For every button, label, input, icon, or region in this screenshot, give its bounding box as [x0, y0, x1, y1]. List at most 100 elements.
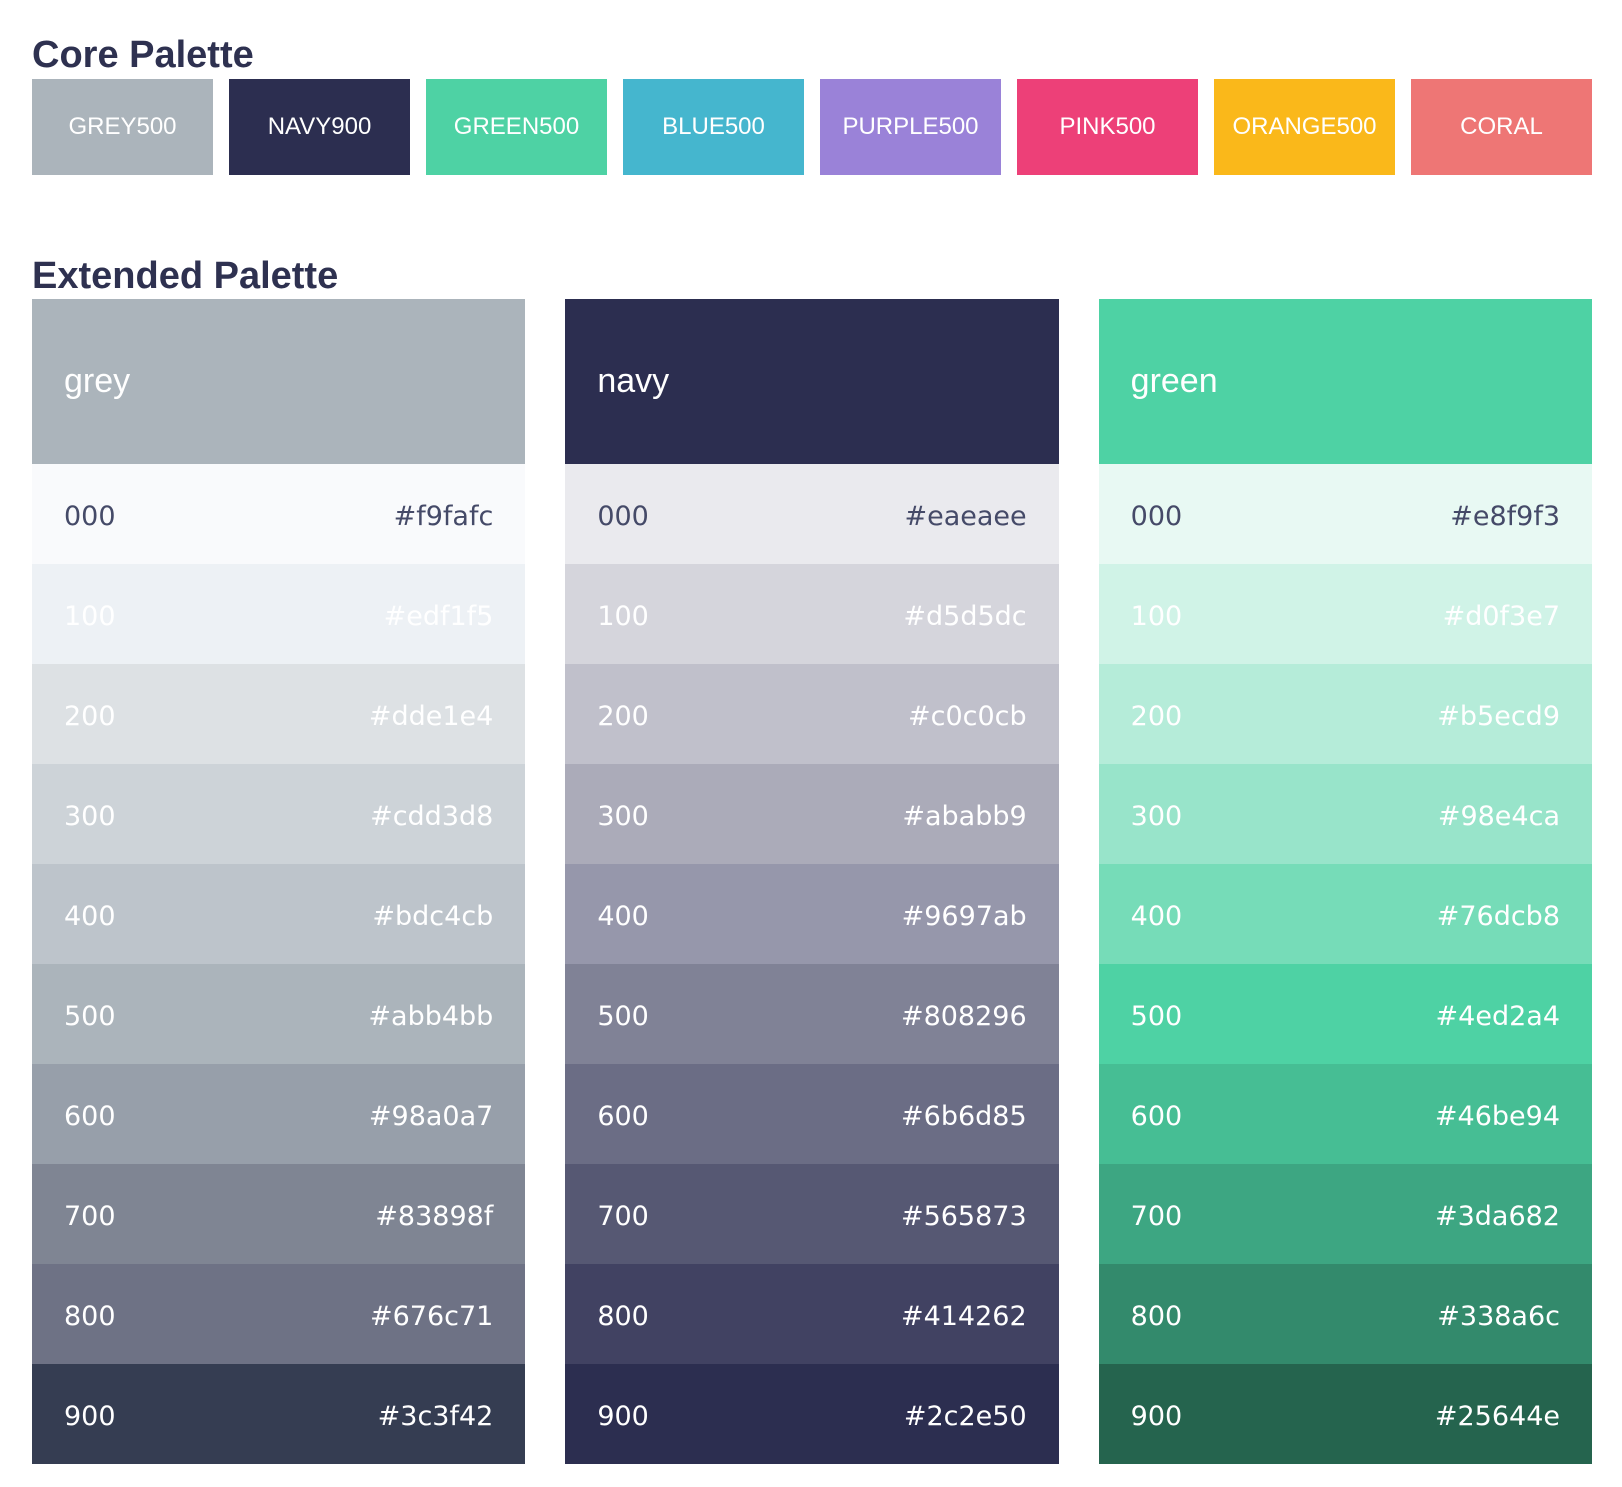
extended-palette-title: Extended Palette	[32, 254, 339, 297]
core-swatch-label: CORAL	[1460, 112, 1543, 140]
shade-row-navy-200: 200 #c0c0cb	[565, 664, 1059, 765]
shade-label: 200	[1130, 700, 1183, 732]
shade-label: 500	[64, 1000, 116, 1032]
shade-label: 400	[1130, 900, 1183, 932]
shade-row-navy-500: 500 #808296	[565, 964, 1059, 1065]
shade-hex-value: #25644e	[1434, 1400, 1560, 1432]
palette-column-header-grey: grey	[32, 299, 526, 465]
shade-label: 700	[1130, 1200, 1183, 1232]
palette-column-name: green	[1130, 362, 1218, 401]
shade-label: 500	[597, 1000, 649, 1032]
shade-label: 300	[597, 800, 649, 832]
core-swatch-label: ORANGE500	[1232, 112, 1377, 140]
core-swatch-label: GREY500	[68, 112, 177, 140]
shade-label: 800	[597, 1300, 649, 1332]
shade-row-green-000: 000 #e8f9f3	[1098, 464, 1592, 565]
shade-row-green-300: 300 #98e4ca	[1098, 764, 1592, 865]
shade-hex-value: #76dcb8	[1436, 900, 1560, 932]
shade-label: 100	[64, 600, 116, 632]
shade-row-navy-100: 100 #d5d5dc	[565, 564, 1059, 665]
shade-row-green-500: 500 #4ed2a4	[1098, 964, 1592, 1065]
shade-row-navy-700: 700 #565873	[565, 1164, 1059, 1265]
shade-hex-value: #f9fafc	[393, 500, 494, 532]
shade-label: 600	[1130, 1100, 1183, 1132]
core-swatch-navy900: NAVY900	[229, 78, 410, 175]
shade-row-grey-700: 700 #83898f	[32, 1164, 526, 1265]
shade-row-navy-900: 900 #2c2e50	[565, 1364, 1059, 1465]
core-swatch-purple500: PURPLE500	[820, 78, 1001, 175]
shade-label: 400	[597, 900, 649, 932]
shade-label: 800	[1130, 1300, 1183, 1332]
shade-row-navy-800: 800 #414262	[565, 1264, 1059, 1365]
shade-hex-value: #abb4bb	[368, 1000, 494, 1032]
shade-label: 000	[1130, 500, 1183, 532]
shade-hex-value: #676c71	[369, 1300, 494, 1332]
shade-hex-value: #98e4ca	[1437, 800, 1560, 832]
shade-row-grey-400: 400 #bdc4cb	[32, 864, 526, 965]
shade-hex-value: #9697ab	[901, 900, 1027, 932]
core-swatch-grey500: GREY500	[32, 78, 213, 175]
palette-column-name: navy	[597, 362, 670, 401]
shade-hex-value: #565873	[900, 1200, 1027, 1232]
shade-hex-value: #3c3f42	[377, 1400, 494, 1432]
shade-row-navy-600: 600 #6b6d85	[565, 1064, 1059, 1165]
shade-label: 300	[64, 800, 116, 832]
shade-hex-value: #4ed2a4	[1435, 1000, 1560, 1032]
extended-palette-section: Extended Palette grey 000 #f9fafc 100 #edf1f…	[32, 254, 1592, 1465]
core-swatch-label: GREEN500	[453, 112, 580, 140]
core-swatch-green500: GREEN500	[426, 78, 607, 175]
core-swatch-row: GREY500 NAVY900 GREEN500 BLUE500 PURPLE500 PI…	[32, 78, 1592, 175]
shade-hex-value: #b5ecd9	[1437, 700, 1560, 732]
shade-hex-value: #bdc4cb	[372, 900, 494, 932]
shade-hex-value: #338a6c	[1437, 1300, 1560, 1332]
bottom-spacer	[32, 1464, 1592, 1487]
shade-label: 200	[64, 700, 116, 732]
shade-row-green-700: 700 #3da682	[1098, 1164, 1592, 1265]
shade-label: 200	[597, 700, 649, 732]
shade-hex-value: #edf1f5	[383, 600, 494, 632]
palette-column-name: grey	[64, 362, 131, 401]
shade-hex-value: #98a0a7	[368, 1100, 494, 1132]
core-swatch-orange500: ORANGE500	[1214, 78, 1395, 175]
shade-hex-value: #ababb9	[902, 800, 1027, 832]
shade-row-navy-300: 300 #ababb9	[565, 764, 1059, 865]
shade-label: 500	[1130, 1000, 1183, 1032]
palette-column-grey: grey 000 #f9fafc 100 #edf1f5 200 #dde1e4 300 #cd…	[32, 299, 526, 1465]
shade-hex-value: #c0c0cb	[908, 700, 1027, 732]
core-palette-title: Core Palette	[32, 34, 254, 76]
shade-hex-value: #6b6d85	[901, 1100, 1027, 1132]
shade-hex-value: #e8f9f3	[1450, 500, 1560, 532]
shade-hex-value: #d0f3e7	[1442, 600, 1560, 632]
shade-row-green-200: 200 #b5ecd9	[1098, 664, 1592, 765]
palette-column-header-navy: navy	[565, 299, 1059, 465]
core-swatch-pink500: PINK500	[1017, 78, 1198, 175]
shade-row-grey-600: 600 #98a0a7	[32, 1064, 526, 1165]
shade-label: 600	[597, 1100, 649, 1132]
shade-label: 800	[64, 1300, 116, 1332]
shade-label: 000	[597, 500, 649, 532]
shade-row-grey-900: 900 #3c3f42	[32, 1364, 526, 1465]
shade-row-grey-800: 800 #676c71	[32, 1264, 526, 1365]
palette-column-header-green: green	[1098, 299, 1592, 465]
palette-column-navy: navy 000 #eaeaee 100 #d5d5dc 200 #c0c0cb 300 #ab…	[565, 299, 1059, 1465]
core-swatch-label: PINK500	[1059, 112, 1156, 140]
core-palette-section: Core Palette GREY500 NAVY900 GREEN500 BLUE5…	[32, 33, 1592, 175]
shade-hex-value: #d5d5dc	[903, 600, 1027, 632]
shade-row-navy-000: 000 #eaeaee	[565, 464, 1059, 565]
shade-row-grey-300: 300 #cdd3d8	[32, 764, 526, 865]
core-swatch-coral: CORAL	[1411, 78, 1592, 175]
core-swatch-blue500: BLUE500	[623, 78, 804, 175]
shade-label: 900	[1130, 1400, 1183, 1432]
shade-label: 700	[597, 1200, 649, 1232]
shade-hex-value: #3da682	[1434, 1200, 1560, 1232]
shade-hex-value: #83898f	[375, 1200, 494, 1232]
shade-label: 100	[1130, 600, 1183, 632]
shade-label: 300	[1130, 800, 1183, 832]
palette-column-green: green 000 #e8f9f3 100 #d0f3e7 200 #b5ecd9 300 #9…	[1098, 299, 1592, 1465]
core-swatch-label: NAVY900	[267, 112, 372, 140]
shade-label: 100	[597, 600, 649, 632]
shade-hex-value: #46be94	[1434, 1100, 1560, 1132]
shade-row-navy-400: 400 #9697ab	[565, 864, 1059, 965]
shade-hex-value: #cdd3d8	[370, 800, 494, 832]
shade-row-green-900: 900 #25644e	[1098, 1364, 1592, 1465]
